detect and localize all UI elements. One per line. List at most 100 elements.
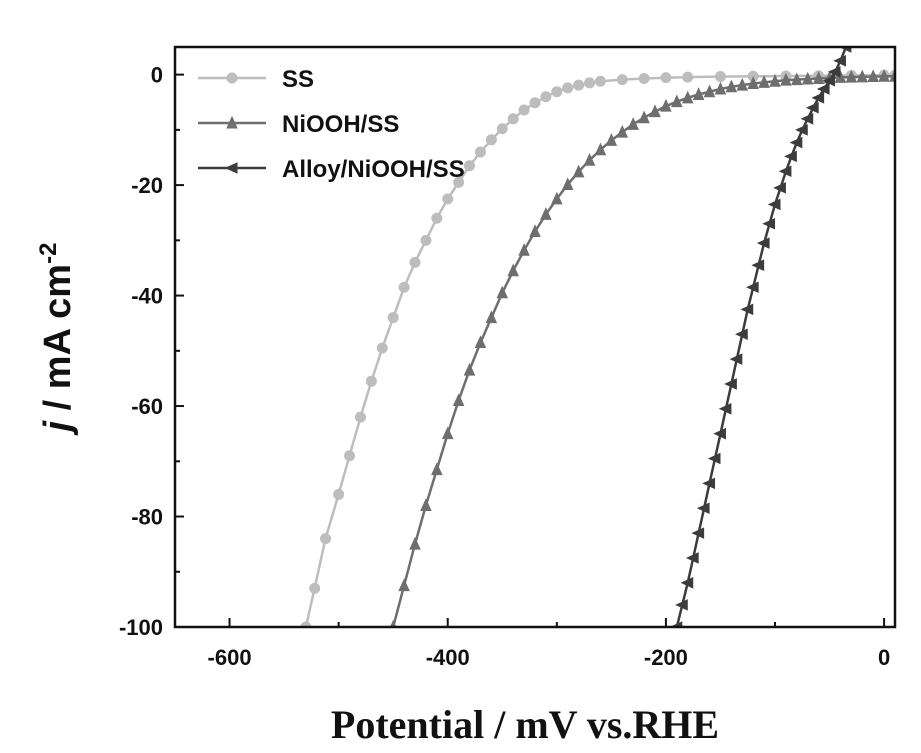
- data-point: [474, 335, 487, 349]
- data-point: [758, 75, 770, 88]
- data-point: [789, 136, 803, 149]
- data-point: [680, 577, 694, 589]
- data-point: [778, 165, 792, 178]
- legend-label: SS: [282, 66, 314, 93]
- data-point: [496, 285, 509, 299]
- legend: SS NiOOH/SS Alloy/NiOOH/SS: [198, 66, 465, 183]
- data-point: [682, 71, 694, 83]
- data-point: [681, 90, 694, 104]
- data-point: [398, 578, 410, 592]
- data-point: [420, 498, 432, 511]
- data-point: [745, 281, 759, 294]
- series-2: [389, 69, 895, 627]
- data-point: [747, 76, 759, 89]
- data-point: [827, 66, 841, 78]
- y-axis-label: j / mA cm-2: [35, 243, 79, 437]
- data-point: [822, 74, 836, 87]
- data-point: [740, 303, 754, 316]
- data-point: [354, 411, 366, 423]
- data-point: [696, 502, 710, 515]
- legend-marker: [226, 115, 238, 129]
- data-point: [376, 342, 388, 354]
- data-point: [660, 72, 672, 84]
- data-point: [496, 123, 508, 135]
- data-point: [409, 536, 421, 550]
- data-point: [572, 164, 585, 178]
- data-point: [627, 117, 639, 130]
- series-line: [675, 47, 848, 627]
- series-3: [669, 47, 852, 627]
- x-tick-label: 0: [878, 645, 890, 670]
- series-layer: [300, 47, 895, 627]
- data-point: [464, 160, 476, 172]
- data-point: [724, 378, 737, 390]
- y-label-text: / mA cm: [37, 264, 79, 421]
- data-point: [638, 72, 650, 84]
- data-point: [529, 97, 541, 109]
- data-point: [507, 263, 519, 277]
- data-point: [812, 71, 825, 84]
- data-point: [387, 312, 399, 324]
- data-point: [725, 79, 738, 93]
- legend-marker: [224, 162, 238, 174]
- data-point: [474, 146, 486, 158]
- data-point: [409, 256, 421, 268]
- data-point: [756, 237, 770, 249]
- data-point: [529, 224, 541, 237]
- data-point: [365, 375, 377, 387]
- data-point: [714, 81, 727, 95]
- ticks-layer: -600 -400 -200 0 0 -20 -40 -60 -80 -100: [119, 63, 890, 670]
- data-point: [562, 82, 574, 94]
- data-point: [594, 142, 607, 156]
- y-tick-label: -20: [131, 173, 163, 198]
- data-point: [702, 477, 716, 490]
- data-point: [685, 552, 699, 564]
- data-point: [780, 72, 792, 86]
- data-point: [561, 177, 574, 191]
- x-axis-label: Potential / mV vs.RHE: [331, 702, 719, 747]
- data-point: [540, 91, 552, 103]
- y-tick-label: -60: [131, 394, 163, 419]
- data-point: [671, 94, 683, 108]
- data-point: [675, 599, 688, 611]
- x-tick-label: -200: [644, 645, 688, 670]
- y-tick-label: -80: [131, 505, 163, 530]
- data-point: [691, 527, 705, 539]
- data-point: [398, 281, 410, 293]
- data-point: [856, 69, 869, 83]
- data-point: [833, 55, 846, 67]
- data-point: [811, 92, 825, 104]
- data-point: [714, 71, 726, 83]
- data-point: [441, 426, 454, 440]
- legend-item: NiOOH/SS: [198, 111, 399, 138]
- data-point: [551, 191, 563, 205]
- legend-label: Alloy/NiOOH/SS: [282, 156, 465, 183]
- data-point: [518, 104, 530, 116]
- data-point: [551, 86, 563, 98]
- data-point: [707, 452, 721, 465]
- data-point: [616, 124, 629, 138]
- data-point: [431, 212, 443, 224]
- data-point: [805, 101, 819, 114]
- data-point: [718, 403, 732, 415]
- data-point: [649, 104, 661, 118]
- series-line: [391, 75, 895, 627]
- y-label-superscript: -2: [35, 243, 62, 264]
- data-point: [762, 217, 776, 230]
- data-point: [309, 582, 321, 594]
- data-point: [507, 113, 519, 125]
- data-point: [540, 207, 552, 220]
- data-point: [442, 193, 454, 205]
- data-point: [767, 198, 781, 211]
- data-point: [751, 259, 765, 271]
- data-point: [583, 153, 596, 166]
- data-point: [584, 77, 596, 89]
- data-point: [713, 427, 726, 440]
- legend-marker: [226, 72, 238, 84]
- data-point: [485, 134, 497, 146]
- data-point: [816, 83, 830, 95]
- data-point: [344, 450, 356, 462]
- data-point: [420, 234, 432, 246]
- data-point: [867, 69, 879, 83]
- y-label-italic: j: [37, 419, 79, 436]
